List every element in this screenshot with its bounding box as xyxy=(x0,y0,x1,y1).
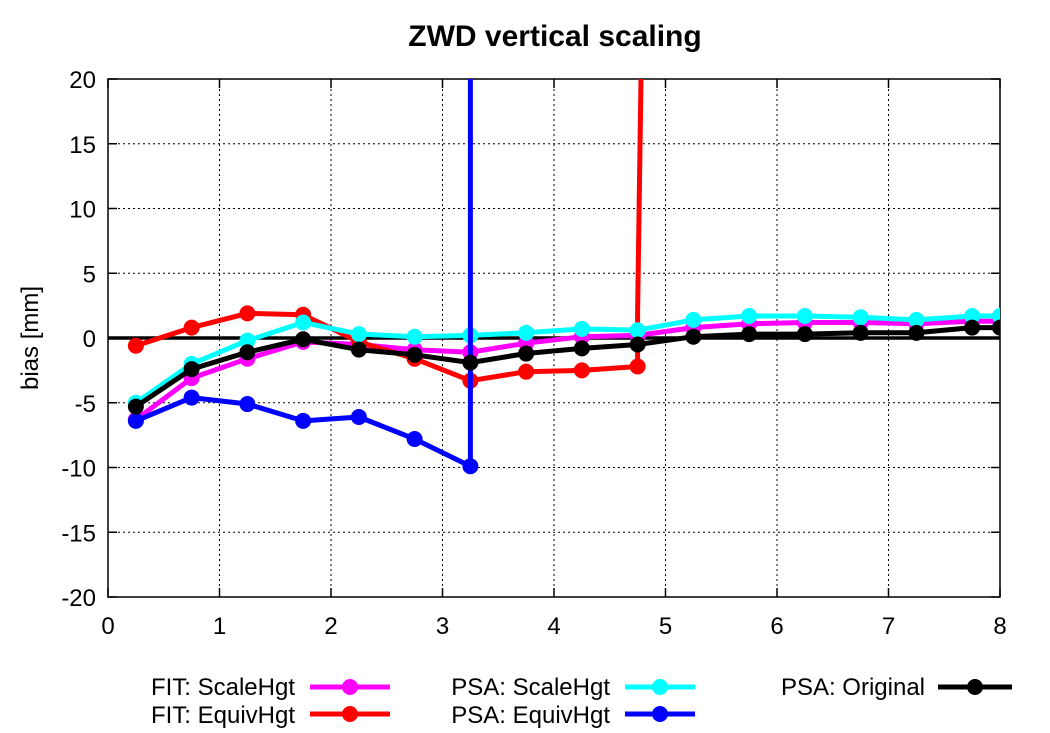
y-tick-label: 0 xyxy=(83,326,96,353)
series-3 xyxy=(127,79,479,475)
data-point xyxy=(183,361,200,378)
data-point xyxy=(127,337,144,354)
y-tick-label: 20 xyxy=(69,67,96,94)
x-tick-label: 6 xyxy=(770,613,783,640)
legend-label: PSA: EquivHgt xyxy=(451,702,610,729)
data-point xyxy=(518,324,535,341)
data-point xyxy=(295,331,312,348)
series-layer xyxy=(127,79,1000,475)
chart-title: ZWD vertical scaling xyxy=(408,20,701,53)
y-tick-label: -10 xyxy=(61,456,96,483)
x-tick-label: 7 xyxy=(882,613,895,640)
data-point xyxy=(629,358,646,375)
x-tick-label: 3 xyxy=(436,613,449,640)
legend-item: PSA: Original xyxy=(781,674,1012,701)
series-line xyxy=(134,79,473,469)
legend-swatch-marker xyxy=(967,679,983,695)
y-tick-label: -15 xyxy=(61,520,96,547)
x-tick-label: 2 xyxy=(324,613,337,640)
data-point xyxy=(518,363,535,380)
plot-frame xyxy=(107,78,1001,598)
data-point xyxy=(350,341,367,358)
data-point xyxy=(183,389,200,406)
data-point xyxy=(462,354,479,371)
data-point xyxy=(518,345,535,362)
legend-item: PSA: ScaleHgt xyxy=(451,674,695,701)
legend-label: FIT: EquivHgt xyxy=(151,702,295,729)
data-point xyxy=(239,344,256,361)
data-point xyxy=(629,336,646,353)
legend-swatch-marker xyxy=(342,706,358,722)
data-point xyxy=(908,311,925,328)
legend-swatch-marker xyxy=(652,706,668,722)
data-point xyxy=(295,314,312,331)
legend-item: FIT: ScaleHgt xyxy=(151,674,390,701)
data-point xyxy=(350,408,367,425)
axes: 0 1 2 3 4 5 6 7 8 -20 -15 -10 -5 0 5 10 15 20 xyxy=(61,67,1006,640)
legend-label: FIT: ScaleHgt xyxy=(151,674,295,701)
data-point xyxy=(573,362,590,379)
x-tick-label: 8 xyxy=(993,613,1006,640)
legend-swatch-marker xyxy=(342,679,358,695)
y-tick-label: 15 xyxy=(69,132,96,159)
data-point xyxy=(406,431,423,448)
legend-label: PSA: ScaleHgt xyxy=(451,674,610,701)
data-point xyxy=(239,305,256,322)
y-tick-label: 10 xyxy=(69,197,96,224)
series-line xyxy=(134,313,1000,405)
series-line xyxy=(135,79,644,384)
data-point xyxy=(796,307,813,324)
data-point xyxy=(741,326,758,343)
data-point xyxy=(350,326,367,343)
series-4 xyxy=(127,319,1000,415)
data-point xyxy=(908,324,925,341)
data-point xyxy=(406,328,423,345)
y-tick-label: -20 xyxy=(61,585,96,612)
data-point xyxy=(573,340,590,357)
legend-item: FIT: EquivHgt xyxy=(151,702,390,729)
data-point xyxy=(852,324,869,341)
data-point xyxy=(796,326,813,343)
series-1 xyxy=(127,79,646,389)
data-point xyxy=(127,398,144,415)
legend-item: PSA: EquivHgt xyxy=(451,702,695,729)
y-axis-label: bias [mm] xyxy=(17,286,44,390)
x-tick-label: 5 xyxy=(659,613,672,640)
data-point xyxy=(741,307,758,324)
data-point xyxy=(964,319,981,336)
data-point xyxy=(852,309,869,326)
data-point xyxy=(239,332,256,349)
data-point xyxy=(462,458,479,475)
y-tick-label: -5 xyxy=(75,391,96,418)
x-tick-label: 4 xyxy=(547,613,560,640)
data-point xyxy=(685,328,702,345)
data-point xyxy=(127,412,144,429)
data-point xyxy=(239,396,256,413)
data-point xyxy=(685,311,702,328)
legend-swatch-marker xyxy=(652,679,668,695)
data-point xyxy=(295,412,312,429)
data-point xyxy=(992,319,1000,336)
data-point xyxy=(629,322,646,339)
data-point xyxy=(573,320,590,337)
y-tick-label: 5 xyxy=(83,261,96,288)
data-point xyxy=(964,307,981,324)
x-tick-label: 0 xyxy=(101,613,114,640)
x-tick-label: 1 xyxy=(213,613,226,640)
data-point xyxy=(183,319,200,336)
data-point xyxy=(406,346,423,363)
legend-label: PSA: Original xyxy=(781,674,925,701)
